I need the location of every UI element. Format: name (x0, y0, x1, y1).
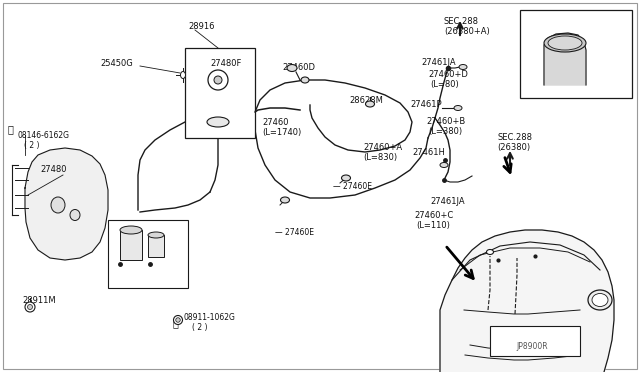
Text: (26380): (26380) (497, 143, 530, 152)
Text: ( 2 ): ( 2 ) (192, 323, 207, 332)
Text: JP8900R: JP8900R (516, 342, 548, 351)
Ellipse shape (588, 290, 612, 310)
Text: (26380+A): (26380+A) (444, 27, 490, 36)
Ellipse shape (459, 64, 467, 70)
Ellipse shape (287, 64, 297, 71)
Ellipse shape (25, 302, 35, 312)
Polygon shape (25, 148, 108, 260)
Polygon shape (544, 33, 586, 85)
Text: PLUG: PLUG (534, 11, 557, 20)
Text: 28628M: 28628M (349, 96, 383, 105)
Text: 27485: 27485 (138, 268, 164, 277)
Text: Ⓝ: Ⓝ (173, 318, 179, 328)
Ellipse shape (440, 163, 448, 167)
Ellipse shape (365, 101, 374, 107)
Bar (185, 48, 255, 138)
Text: 27461JA: 27461JA (430, 197, 465, 206)
Text: 27460+B: 27460+B (426, 117, 465, 126)
Ellipse shape (28, 305, 33, 310)
Ellipse shape (280, 197, 289, 203)
Ellipse shape (486, 250, 493, 254)
Ellipse shape (592, 294, 608, 307)
Ellipse shape (548, 36, 582, 50)
Text: — 27460E: — 27460E (275, 228, 314, 237)
Text: 27480F: 27480F (210, 59, 241, 68)
Ellipse shape (173, 315, 182, 324)
Text: — 27460E: — 27460E (333, 182, 372, 191)
Text: 27460: 27460 (262, 118, 289, 127)
Text: (L=380): (L=380) (428, 127, 462, 136)
Bar (120, 230, 142, 260)
Ellipse shape (544, 34, 586, 52)
Ellipse shape (120, 226, 142, 234)
Polygon shape (440, 230, 614, 372)
Text: 27460+D: 27460+D (428, 70, 468, 79)
Bar (520, 10, 632, 98)
Bar (148, 235, 164, 257)
Text: 27461P: 27461P (410, 100, 442, 109)
Text: Ⓑ: Ⓑ (8, 124, 14, 134)
Ellipse shape (70, 209, 80, 221)
Text: 28916: 28916 (188, 22, 214, 31)
Text: 64892J: 64892J (556, 19, 585, 28)
Text: 28921M: 28921M (132, 252, 166, 261)
Ellipse shape (214, 76, 222, 84)
Text: SEC.288: SEC.288 (497, 133, 532, 142)
Ellipse shape (148, 232, 164, 238)
Ellipse shape (342, 175, 351, 181)
Ellipse shape (454, 106, 462, 110)
Text: (L=80): (L=80) (430, 80, 459, 89)
Ellipse shape (51, 197, 65, 213)
Text: 27461JA: 27461JA (421, 58, 456, 67)
Text: ( 2 ): ( 2 ) (24, 141, 40, 150)
Text: 27480: 27480 (40, 165, 67, 174)
Text: (L=110): (L=110) (416, 221, 450, 230)
Ellipse shape (301, 77, 309, 83)
Text: 25450G: 25450G (100, 59, 132, 68)
Text: 27460D: 27460D (282, 63, 315, 72)
Bar (108, 220, 188, 288)
Text: (L=1740): (L=1740) (262, 128, 301, 137)
Text: 08146-6162G: 08146-6162G (18, 131, 70, 140)
Text: 27460+C: 27460+C (414, 211, 453, 220)
Ellipse shape (180, 71, 186, 78)
Text: (L=830): (L=830) (363, 153, 397, 162)
Text: φ20: φ20 (521, 76, 537, 85)
Text: 28911M: 28911M (22, 296, 56, 305)
Text: 27460+A: 27460+A (363, 143, 402, 152)
Text: SEC.288: SEC.288 (444, 17, 479, 26)
Text: 08911-1062G: 08911-1062G (184, 313, 236, 322)
Text: 27461H: 27461H (412, 148, 445, 157)
Ellipse shape (207, 117, 229, 127)
Bar (490, 326, 580, 356)
Ellipse shape (176, 318, 180, 322)
Ellipse shape (208, 70, 228, 90)
